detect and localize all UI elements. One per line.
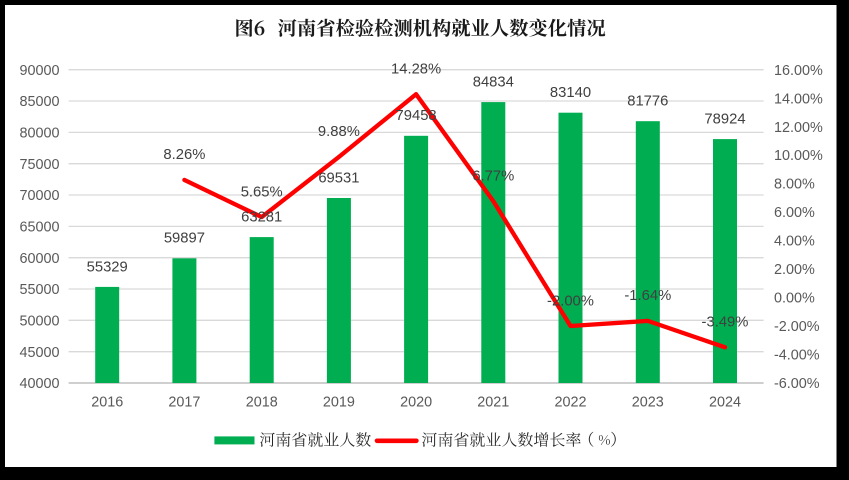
svg-text:6.77%: 6.77% [472,168,514,184]
svg-text:65000: 65000 [19,220,59,236]
svg-text:14.28%: 14.28% [391,62,441,78]
svg-text:60000: 60000 [19,251,59,267]
svg-text:2017: 2017 [168,395,200,411]
svg-text:2022: 2022 [554,395,586,411]
svg-text:90000: 90000 [19,63,59,79]
svg-text:55000: 55000 [19,282,59,298]
svg-text:-3.49%: -3.49% [702,315,749,331]
svg-text:40000: 40000 [19,376,59,392]
svg-text:2024: 2024 [709,395,741,411]
svg-text:12.00%: 12.00% [774,120,823,136]
svg-text:-4.00%: -4.00% [774,348,820,364]
svg-text:5.65%: 5.65% [241,184,283,200]
svg-text:55329: 55329 [87,259,128,275]
svg-text:2.00%: 2.00% [774,262,815,278]
svg-text:2019: 2019 [323,395,355,411]
svg-text:10.00%: 10.00% [774,148,823,164]
svg-text:63281: 63281 [241,210,282,226]
svg-text:2020: 2020 [400,395,432,411]
svg-text:0.00%: 0.00% [774,291,815,307]
svg-text:70000: 70000 [19,188,59,204]
svg-text:9.88%: 9.88% [318,124,360,140]
svg-text:78924: 78924 [704,112,745,128]
svg-text:2016: 2016 [91,395,123,411]
svg-text:50000: 50000 [19,313,59,329]
svg-text:2023: 2023 [632,395,664,411]
svg-text:83140: 83140 [550,85,591,101]
svg-text:6.00%: 6.00% [774,205,815,221]
svg-text:8.26%: 8.26% [163,147,205,163]
svg-text:-1.64%: -1.64% [624,288,671,304]
svg-text:80000: 80000 [19,126,59,142]
svg-text:2018: 2018 [246,395,278,411]
svg-text:-2.00%: -2.00% [547,293,594,309]
svg-text:85000: 85000 [19,94,59,110]
svg-text:81776: 81776 [627,94,668,110]
svg-text:79458: 79458 [396,108,437,124]
svg-text:45000: 45000 [19,345,59,361]
svg-text:-6.00%: -6.00% [774,376,820,392]
svg-text:84834: 84834 [473,75,514,91]
svg-text:69531: 69531 [318,170,359,186]
svg-text:16.00%: 16.00% [774,63,823,79]
svg-text:4.00%: 4.00% [774,234,815,250]
svg-text:-2.00%: -2.00% [774,319,820,335]
svg-text:75000: 75000 [19,157,59,173]
svg-text:2021: 2021 [477,395,509,411]
svg-text:14.00%: 14.00% [774,91,823,107]
svg-text:8.00%: 8.00% [774,177,815,193]
svg-text:59897: 59897 [164,231,205,247]
